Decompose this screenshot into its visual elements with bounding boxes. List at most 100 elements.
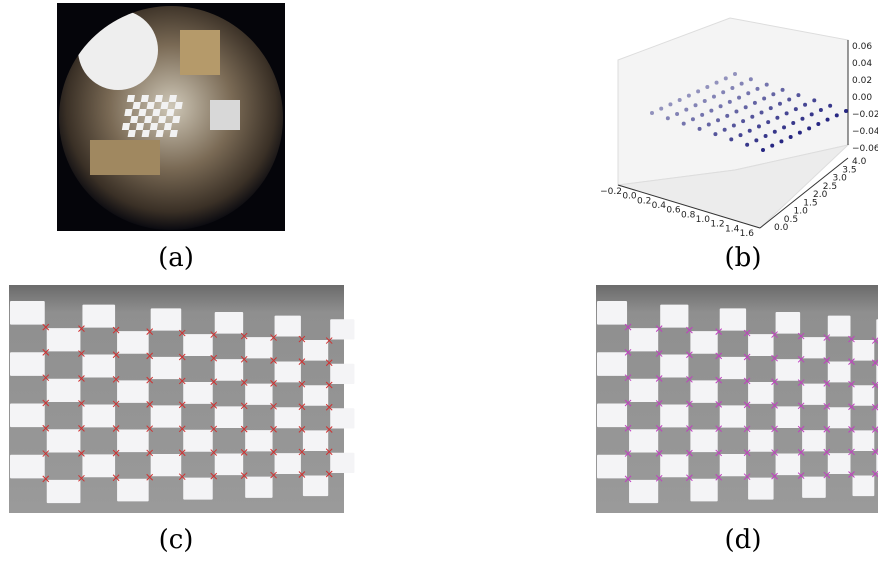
scatter-dot: [719, 104, 723, 108]
tick-label: 0.02: [852, 76, 872, 86]
scatter-dot: [748, 129, 752, 133]
caption: (b): [725, 243, 762, 273]
square: [122, 123, 130, 130]
scatter-dot: [826, 118, 830, 122]
tick-label: 0.00: [852, 93, 872, 103]
square: [47, 328, 81, 351]
square: [155, 95, 163, 102]
square: [852, 430, 874, 451]
scatter-dot: [709, 109, 713, 113]
checkerboard-image: [596, 285, 878, 513]
scatter-dot: [682, 122, 686, 126]
square: [852, 476, 874, 497]
scatter-dot: [684, 108, 688, 112]
square: [117, 430, 149, 453]
scatter-dot: [816, 122, 820, 126]
square: [156, 130, 164, 137]
square: [183, 334, 212, 356]
scatter-dot: [761, 148, 765, 152]
scatter-dot: [778, 102, 782, 106]
scatter-dot: [760, 110, 764, 114]
caption: (c): [159, 525, 194, 555]
caption: (a): [158, 243, 194, 273]
square: [144, 116, 152, 123]
square: [150, 123, 158, 130]
tick-label: 0.0: [622, 192, 637, 202]
square: [852, 340, 874, 361]
square: [130, 116, 138, 123]
scatter-dot: [812, 98, 816, 102]
square: [748, 334, 773, 356]
square: [828, 316, 851, 337]
square: [127, 95, 135, 102]
square: [164, 123, 172, 130]
square: [660, 454, 688, 477]
tick-label: −0.2: [600, 187, 622, 197]
scatter-dot: [819, 108, 823, 112]
scatter-dot: [754, 138, 758, 142]
square: [330, 319, 354, 339]
square: [660, 355, 688, 378]
square: [802, 430, 826, 451]
square: [275, 453, 301, 474]
scatter-dot: [771, 92, 775, 96]
square: [172, 116, 180, 123]
scatter-dot: [781, 88, 785, 92]
square: [47, 429, 81, 452]
square: [117, 331, 149, 354]
scatter-dot: [769, 106, 773, 110]
square: [330, 364, 354, 384]
scatter-dot: [740, 82, 744, 86]
square: [748, 478, 773, 500]
square: [275, 407, 301, 428]
scatter-dot: [775, 116, 779, 120]
square: [142, 130, 150, 137]
tick-label: −0.04: [852, 127, 878, 137]
square: [175, 102, 183, 109]
square: [597, 352, 627, 376]
square: [245, 384, 272, 405]
square: [303, 476, 328, 497]
scatter-dot: [725, 114, 729, 118]
scatter-dot: [766, 120, 770, 124]
square: [303, 385, 328, 406]
scatter-dot: [737, 96, 741, 100]
scatter-dot: [844, 109, 848, 113]
square: [828, 453, 851, 474]
scatter-dot: [691, 117, 695, 121]
tick-label: 1.6: [740, 229, 755, 239]
square: [10, 301, 45, 325]
scatter-dot: [796, 93, 800, 97]
scatter-dot: [678, 98, 682, 102]
square: [147, 102, 155, 109]
scatter-dot: [745, 143, 749, 147]
scatter-dot: [694, 103, 698, 107]
square: [82, 355, 115, 378]
scatter-dot: [675, 112, 679, 116]
scatter-dot: [698, 127, 702, 131]
caption: (d): [725, 525, 762, 555]
tick-label: 1.4: [725, 224, 740, 234]
scatter-dot: [755, 87, 759, 91]
square: [802, 477, 826, 498]
scatter-dot: [666, 116, 670, 120]
square: [245, 477, 272, 498]
square: [690, 380, 717, 403]
scatter-dot: [733, 72, 737, 76]
square: [141, 95, 149, 102]
scatter-dot: [787, 97, 791, 101]
scatter-dot: [687, 94, 691, 98]
square: [629, 328, 658, 351]
square: [245, 337, 272, 358]
square: [82, 305, 115, 328]
scatter-dot: [750, 115, 754, 119]
scatter-dot: [705, 85, 709, 89]
square: [158, 116, 166, 123]
square: [138, 109, 146, 116]
square: [166, 109, 174, 116]
scatter-dot: [715, 81, 719, 85]
scatter-dot: [744, 105, 748, 109]
square: [748, 382, 773, 404]
scatter-dot: [712, 95, 716, 99]
square: [303, 430, 328, 451]
